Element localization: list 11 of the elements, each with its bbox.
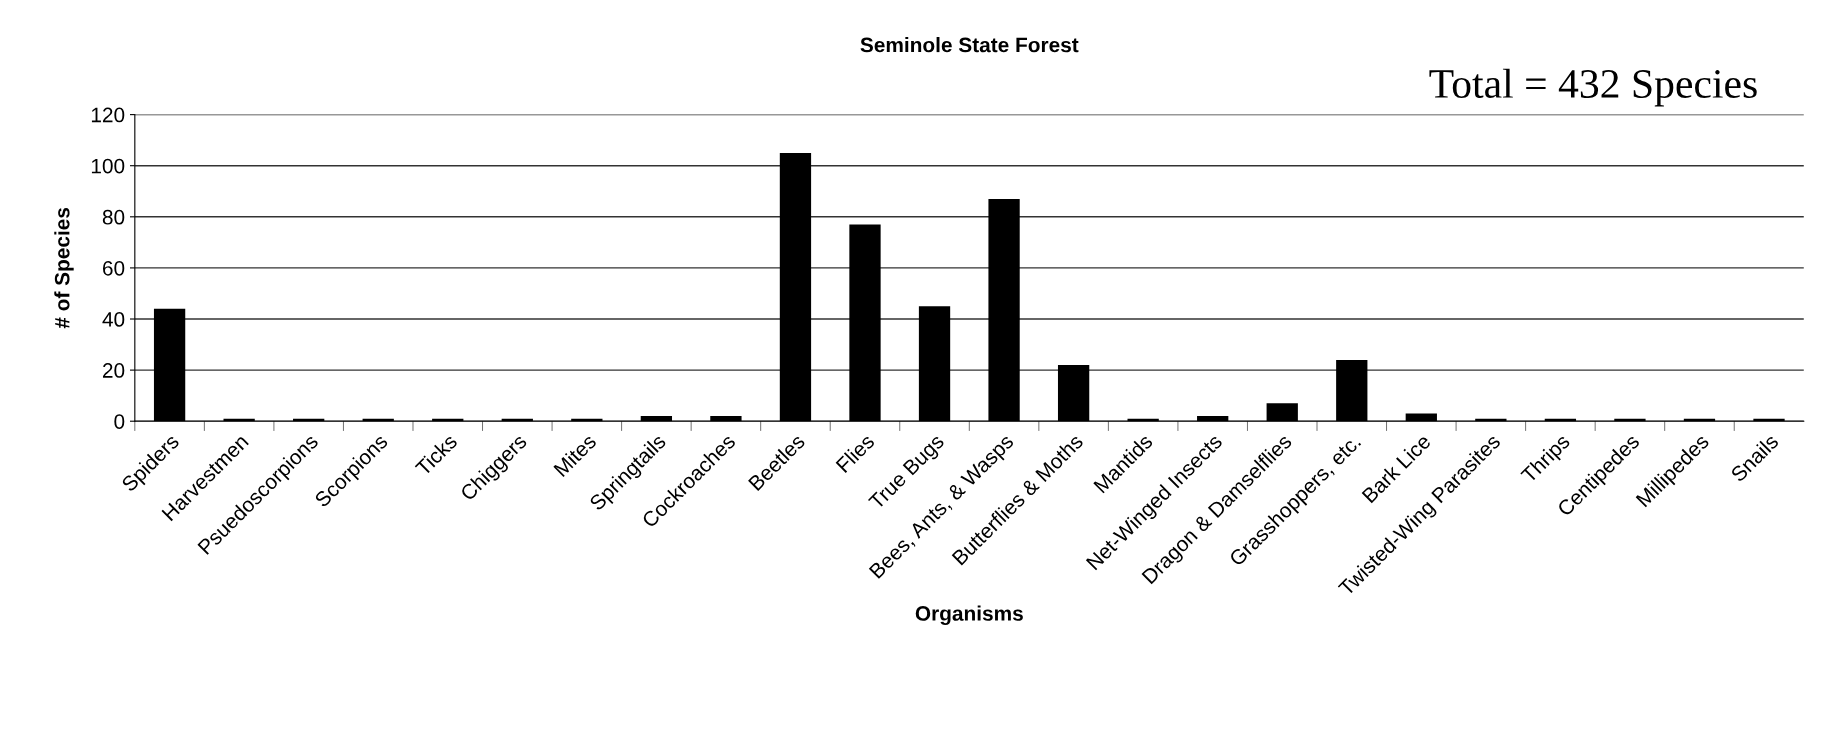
y-tick-label: 40	[102, 312, 125, 327]
y-tick-label: 20	[102, 363, 125, 378]
y-tick-label: 100	[91, 158, 125, 174]
y-tick-label: 120	[91, 107, 125, 123]
text: Total = 432 Species	[1429, 68, 1757, 107]
y-tick-label: 0	[114, 414, 125, 429]
y-axis-title: # of Species	[54, 207, 74, 329]
chart-title: Seminole State Forest	[860, 37, 1079, 53]
y-tick-label: 80	[102, 209, 125, 225]
y-tick-label: 60	[102, 260, 125, 276]
x-axis-title: Organisms	[915, 605, 1023, 626]
